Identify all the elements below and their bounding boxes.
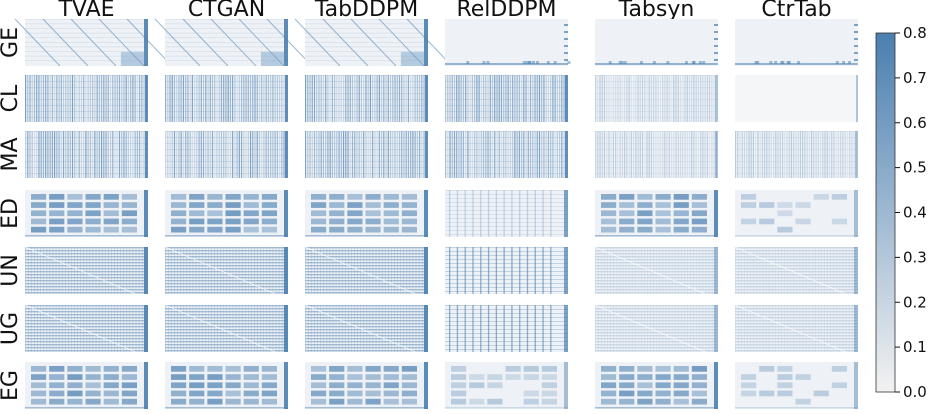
colorbar-tick-label: 0.1 [903,338,927,356]
column-title-ctrtab: CtrTab [761,0,831,22]
heatmap-panel-ug-ctgan [164,304,288,353]
heatmap-panel-cl-tabddpm [305,75,428,122]
row-title-ma: MA [0,137,23,171]
heatmap-panel-ma-relddpm [445,131,568,178]
row-title-un: UN [0,254,23,287]
colorbar-tick-label: 0.2 [903,293,927,311]
heatmap-panel-cl-tabsyn [595,75,718,122]
heatmap-panel-ge-tabddpm [294,18,453,67]
heatmap-panel-ma-tabddpm [305,131,428,178]
heatmap-panel-un-ctrtab [734,246,858,295]
colorbar-tick-label: 0.4 [903,204,927,222]
colorbar-tick-label: 0.3 [903,248,927,266]
heatmap-panel-ed-tabddpm [305,190,428,237]
heatmap-panel-ma-ctgan [165,131,288,178]
column-title-tvae: TVAE [57,0,114,22]
colorbar-tick-label: 0.7 [903,69,927,87]
column-title-tabsyn: Tabsyn [618,0,695,22]
heatmap-panel-eg-tabsyn [595,362,718,409]
colorbar [875,32,896,393]
heatmap-panel-ed-tvae [25,190,148,237]
heatmap-panel-eg-ctgan [165,362,288,409]
heatmap-panel-ug-relddpm [445,305,568,352]
heatmap-panel-eg-relddpm [445,362,568,409]
colorbar-tick-label: 0.0 [903,383,927,401]
heatmap-panel-ed-relddpm [445,190,568,237]
heatmap-panel-eg-ctrtab [735,362,858,409]
colorbar-tick-label: 0.6 [903,114,927,132]
heatmap-panel-ma-tabsyn [595,131,718,178]
heatmap-panel-ge-tvae [14,18,173,67]
row-title-ge: GE [0,27,23,58]
heatmap-panel-ge-ctgan [154,18,313,67]
heatmap-panel-ug-tabsyn [594,304,718,353]
row-title-ed: ED [0,198,23,229]
column-title-tabddpm: TabDDPM [314,0,418,22]
colorbar-tick-label: 0.8 [903,24,927,42]
row-title-cl: CL [0,84,23,112]
heatmap-panel-ma-tvae [25,131,148,178]
heatmap-panel-un-tvae [24,246,148,295]
heatmap-panel-ge-ctrtab [735,19,858,66]
heatmap-panel-un-ctgan [164,246,288,295]
heatmap-panel-cl-tvae [25,75,148,122]
heatmap-panel-ug-ctrtab [734,304,858,353]
heatmap-panel-ge-relddpm [445,19,571,66]
heatmap-panel-ed-ctgan [165,190,288,237]
heatmap-panel-ed-ctrtab [735,190,858,237]
heatmap-panel-ug-tabddpm [304,304,428,353]
column-title-relddpm: RelDDPM [456,0,556,22]
heatmap-panel-eg-tvae [25,362,148,409]
heatmap-panel-ug-tvae [24,304,148,353]
colorbar-tick-label: 0.5 [903,159,927,177]
heatmap-panel-cl-ctrtab [735,75,858,122]
heatmap-panel-cl-ctgan [165,75,288,122]
heatmap-panel-ge-tabsyn [595,19,718,66]
heatmap-panel-eg-tabddpm [305,362,428,409]
column-title-ctgan: CTGAN [188,0,265,22]
row-title-ug: UG [0,312,23,345]
heatmap-panel-ed-tabsyn [595,190,718,237]
heatmap-panel-un-tabddpm [304,246,428,295]
heatmap-panel-cl-relddpm [445,75,568,122]
heatmap-panel-ma-ctrtab [735,131,858,178]
row-title-eg: EG [0,370,23,401]
heatmap-panel-un-relddpm [445,247,568,294]
heatmap-panel-un-tabsyn [594,246,718,295]
